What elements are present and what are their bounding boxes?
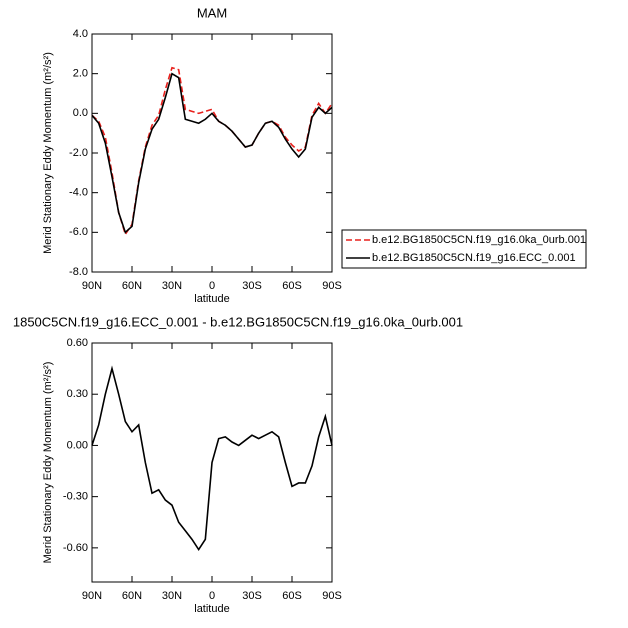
x-tick-label: 60N [122,590,142,602]
x-tick-label: 0 [209,280,215,292]
chart-title: MAM [197,5,227,20]
legend-label: b.e12.BG1850C5CN.f19_g16.ECC_0.001 [372,252,576,264]
y-tick-label: -8.0 [69,266,88,278]
y-tick-label: 0.60 [67,337,88,349]
series-line [91,365,333,552]
x-tick-label: 30S [242,590,262,602]
y-tick-label: 0.00 [67,439,88,451]
x-tick-label: 90N [82,280,102,292]
x-tick-label: 30N [162,590,182,602]
x-tick-label: 60S [282,590,302,602]
y-tick-label: -6.0 [69,226,88,238]
x-axis-label: latitude [194,293,229,305]
y-tick-label: -0.60 [63,542,88,554]
y-tick-label: 4.0 [73,28,88,40]
x-tick-label: 60S [282,280,302,292]
x-tick-label: 30N [162,280,182,292]
y-tick-label: 2.0 [73,68,88,80]
y-tick-label: 0.30 [67,388,88,400]
x-axis-label: latitude [194,603,229,615]
x-tick-label: 0 [209,590,215,602]
legend-label: b.e12.BG1850C5CN.f19_g16.0ka_0urb.001 [372,234,586,246]
x-tick-label: 60N [122,280,142,292]
y-tick-label: 0.0 [73,107,88,119]
series-line [91,66,333,237]
y-axis-label: Merid Stationary Eddy Momentum (m²/s²) [42,362,54,564]
x-tick-label: 30S [242,280,262,292]
y-tick-label: -0.30 [63,491,88,503]
legend-box [341,229,587,269]
series-line [91,72,333,234]
chart-title: 1850C5CN.f19_g16.ECC_0.001 - b.e12.BG185… [13,314,463,329]
x-tick-label: 90N [82,590,102,602]
x-tick-label: 90S [322,280,342,292]
y-tick-label: -4.0 [69,187,88,199]
y-axis-label: Merid Stationary Eddy Momentum (m²/s²) [42,52,54,254]
y-tick-label: -2.0 [69,147,88,159]
x-tick-label: 90S [322,590,342,602]
